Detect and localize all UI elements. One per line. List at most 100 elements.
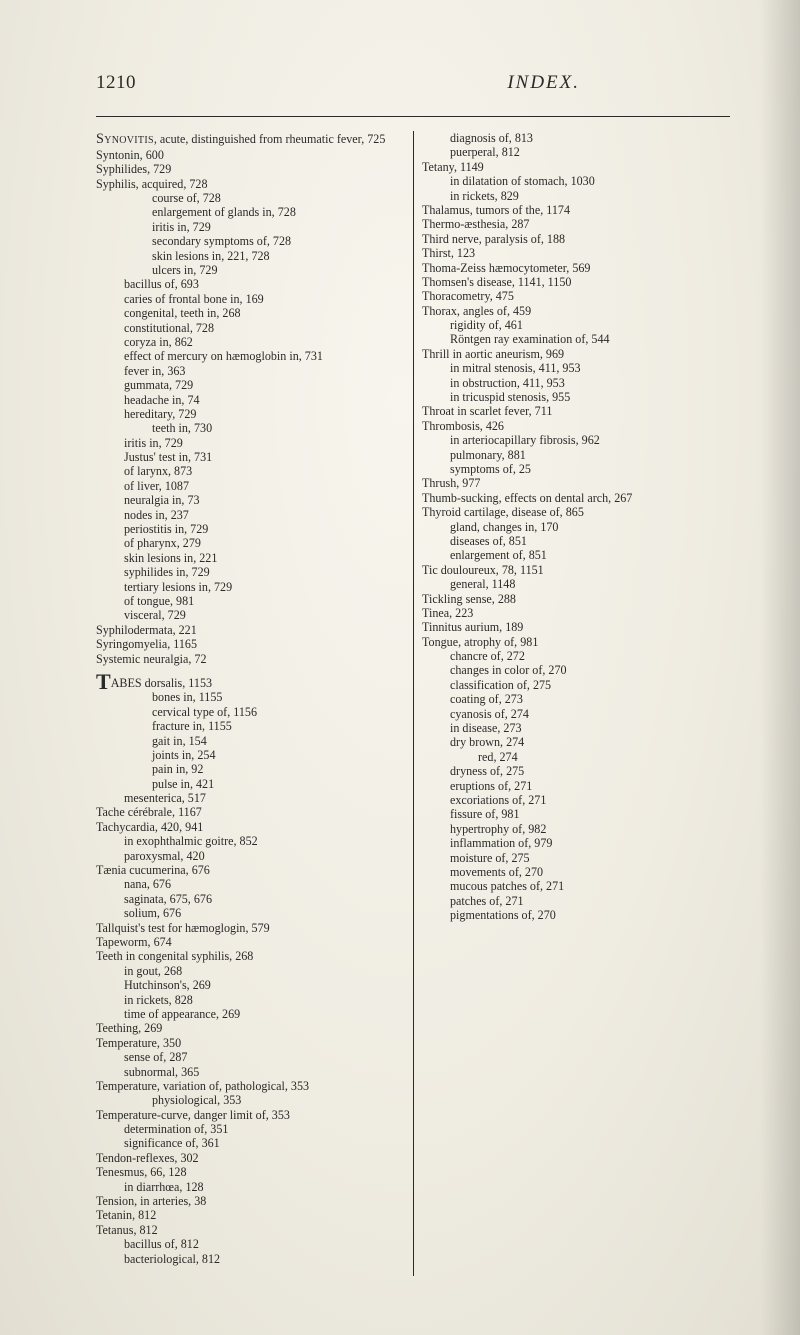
index-entry: Tic douloureux, 78, 1151 <box>422 563 730 577</box>
index-entry: mesenterica, 517 <box>96 791 404 805</box>
index-entry: Tetany, 1149 <box>422 160 730 174</box>
index-entry: Tænia cucumerina, 676 <box>96 863 404 877</box>
index-entry: mucous patches of, 271 <box>422 879 730 893</box>
index-entry: in diarrhœa, 128 <box>96 1180 404 1194</box>
index-entry: time of appearance, 269 <box>96 1007 404 1021</box>
index-entry: diagnosis of, 813 <box>422 131 730 145</box>
index-entry: Temperature, variation of, pathological,… <box>96 1079 404 1093</box>
index-entry: Thirst, 123 <box>422 246 730 260</box>
index-entry: Tachycardia, 420, 941 <box>96 820 404 834</box>
index-entry: Syphilides, 729 <box>96 162 404 176</box>
index-entry: cervical type of, 1156 <box>96 705 404 719</box>
index-entry: nodes in, 237 <box>96 508 404 522</box>
index-entry: Teeth in congenital syphilis, 268 <box>96 949 404 963</box>
index-entry: chancre of, 272 <box>422 649 730 663</box>
index-entry: Throat in scarlet fever, 711 <box>422 404 730 418</box>
index-entry: constitutional, 728 <box>96 321 404 335</box>
index-entry: fissure of, 981 <box>422 807 730 821</box>
index-entry: enlargement of glands in, 728 <box>96 205 404 219</box>
index-entry: changes in color of, 270 <box>422 663 730 677</box>
index-entry: inflammation of, 979 <box>422 836 730 850</box>
index-entry: Tapeworm, 674 <box>96 935 404 949</box>
index-entry: Syphilodermata, 221 <box>96 623 404 637</box>
index-entry: Syntonin, 600 <box>96 148 404 162</box>
index-entry: gummata, 729 <box>96 378 404 392</box>
index-entry: Tetanus, 812 <box>96 1223 404 1237</box>
index-entry: iritis in, 729 <box>96 220 404 234</box>
index-entry: in mitral stenosis, 411, 953 <box>422 361 730 375</box>
index-entry: in exophthalmic goitre, 852 <box>96 834 404 848</box>
index-entry: Tinnitus aurium, 189 <box>422 620 730 634</box>
index-entry: fracture in, 1155 <box>96 719 404 733</box>
index-entry: Syphilis, acquired, 728 <box>96 177 404 191</box>
index-entry: course of, 728 <box>96 191 404 205</box>
index-entry: excoriations of, 271 <box>422 793 730 807</box>
index-entry: in disease, 273 <box>422 721 730 735</box>
index-entry: gland, changes in, 170 <box>422 520 730 534</box>
index-entry: Thumb-sucking, effects on dental arch, 2… <box>422 491 730 505</box>
index-entry: bacillus of, 812 <box>96 1237 404 1251</box>
index-entry: Thomsen's disease, 1141, 1150 <box>422 275 730 289</box>
index-entry: in arteriocapillary fibrosis, 962 <box>422 433 730 447</box>
index-entry: Tension, in arteries, 38 <box>96 1194 404 1208</box>
index-entry: of tongue, 981 <box>96 594 404 608</box>
index-entry: movements of, 270 <box>422 865 730 879</box>
index-entry: classification of, 275 <box>422 678 730 692</box>
index-entry: skin lesions in, 221 <box>96 551 404 565</box>
index-entry: nana, 676 <box>96 877 404 891</box>
index-entry: Temperature-curve, danger limit of, 353 <box>96 1108 404 1122</box>
index-entry: bones in, 1155 <box>96 690 404 704</box>
index-entry: Thrush, 977 <box>422 476 730 490</box>
index-entry: Justus' test in, 731 <box>96 450 404 464</box>
index-entry: in tricuspid stenosis, 955 <box>422 390 730 404</box>
index-entry: diseases of, 851 <box>422 534 730 548</box>
section-gap <box>96 666 404 676</box>
index-entry: Tendon-reflexes, 302 <box>96 1151 404 1165</box>
index-entry: syphilides in, 729 <box>96 565 404 579</box>
index-entry: Tickling sense, 288 <box>422 592 730 606</box>
index-entry: Tenesmus, 66, 128 <box>96 1165 404 1179</box>
index-entry: in obstruction, 411, 953 <box>422 376 730 390</box>
index-entry: Tache cérébrale, 1167 <box>96 805 404 819</box>
index-entry: caries of frontal bone in, 169 <box>96 292 404 306</box>
index-entry: of larynx, 873 <box>96 464 404 478</box>
index-entry: Tallquist's test for hæmoglogin, 579 <box>96 921 404 935</box>
index-entry: Thorax, angles of, 459 <box>422 304 730 318</box>
index-entry: cyanosis of, 274 <box>422 707 730 721</box>
index-entry: determination of, 351 <box>96 1122 404 1136</box>
index-entry: pigmentations of, 270 <box>422 908 730 922</box>
index-entry: joints in, 254 <box>96 748 404 762</box>
index-entry: bacteriological, 812 <box>96 1252 404 1266</box>
page-number: 1210 <box>96 72 136 94</box>
index-columns: Synovitis, acute, distinguished from rhe… <box>96 131 730 1276</box>
index-entry: headache in, 74 <box>96 393 404 407</box>
index-entry: Syringomyelia, 1165 <box>96 637 404 651</box>
index-entry: puerperal, 812 <box>422 145 730 159</box>
index-entry: subnormal, 365 <box>96 1065 404 1079</box>
index-entry: physiological, 353 <box>96 1093 404 1107</box>
index-entry: fever in, 363 <box>96 364 404 378</box>
index-entry: pain in, 92 <box>96 762 404 776</box>
index-entry: dryness of, 275 <box>422 764 730 778</box>
index-entry: iritis in, 729 <box>96 436 404 450</box>
index-entry: Teething, 269 <box>96 1021 404 1035</box>
index-entry: Thoma-Zeiss hæmocytometer, 569 <box>422 261 730 275</box>
index-entry: Tinea, 223 <box>422 606 730 620</box>
index-entry: periostitis in, 729 <box>96 522 404 536</box>
index-entry: Thrill in aortic aneurism, 969 <box>422 347 730 361</box>
index-entry: saginata, 675, 676 <box>96 892 404 906</box>
index-entry: Temperature, 350 <box>96 1036 404 1050</box>
page-header: 1210 INDEX. <box>96 72 730 94</box>
index-entry: symptoms of, 25 <box>422 462 730 476</box>
index-entry: teeth in, 730 <box>96 421 404 435</box>
index-entry: paroxysmal, 420 <box>96 849 404 863</box>
index-entry: Third nerve, paralysis of, 188 <box>422 232 730 246</box>
index-entry: coating of, 273 <box>422 692 730 706</box>
index-entry: tertiary lesions in, 729 <box>96 580 404 594</box>
index-entry: neuralgia in, 73 <box>96 493 404 507</box>
index-entry: in rickets, 828 <box>96 993 404 1007</box>
index-entry: Röntgen ray examination of, 544 <box>422 332 730 346</box>
index-entry: effect of mercury on hæmoglobin in, 731 <box>96 349 404 363</box>
index-entry: eruptions of, 271 <box>422 779 730 793</box>
index-entry: rigidity of, 461 <box>422 318 730 332</box>
